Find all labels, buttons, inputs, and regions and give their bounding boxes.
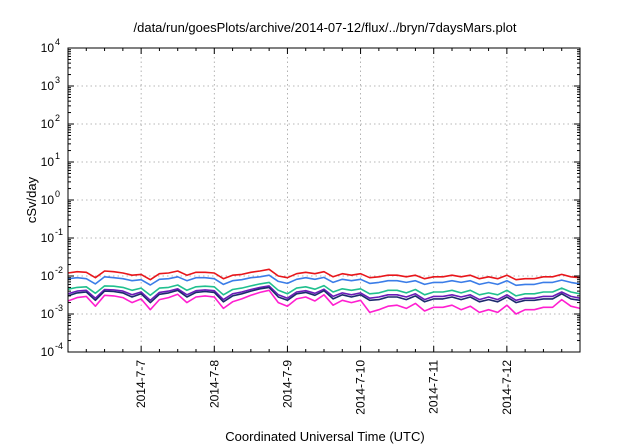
x-tick-labels: 2014-7-7 2014-7-8 2014-7-9 2014-7-10 2014-7-… bbox=[134, 360, 514, 415]
y-tick-exponent: 0 bbox=[55, 189, 60, 199]
series-line-6 bbox=[67, 289, 581, 315]
series-line-4 bbox=[67, 285, 581, 302]
x-tick-label: 2014-7-8 bbox=[207, 360, 221, 408]
y-tick-exponent: -3 bbox=[55, 303, 63, 313]
y-tick-label: 10 bbox=[41, 269, 55, 283]
grid bbox=[68, 48, 580, 352]
y-tick-label: 10 bbox=[41, 79, 55, 93]
y-tick-exponent: 2 bbox=[55, 113, 60, 123]
x-tick-label: 2014-7-12 bbox=[500, 360, 514, 415]
y-tick-exponent: -1 bbox=[55, 227, 63, 237]
series-lines bbox=[67, 268, 581, 315]
x-tick-label: 2014-7-10 bbox=[354, 360, 368, 415]
y-axis-label: cSv/day bbox=[24, 176, 39, 223]
x-tick-label: 2014-7-7 bbox=[134, 360, 148, 408]
y-tick-exponent: 1 bbox=[55, 151, 60, 161]
series-line-3 bbox=[67, 281, 581, 297]
series-line-2 bbox=[67, 274, 581, 287]
y-tick-exponent: 4 bbox=[55, 37, 60, 47]
chart-title: /data/run/goesPlots/archive/2014-07-12/f… bbox=[134, 20, 517, 35]
y-tick-label: 10 bbox=[41, 155, 55, 169]
x-tick-label: 2014-7-11 bbox=[427, 360, 441, 414]
y-tick-exponent: -2 bbox=[55, 265, 63, 275]
y-tick-label: 10 bbox=[41, 307, 55, 321]
y-tick-label: 10 bbox=[41, 345, 55, 359]
series-line-1 bbox=[67, 268, 581, 281]
series-line-5 bbox=[67, 286, 581, 304]
y-tick-label: 10 bbox=[41, 231, 55, 245]
y-tick-label: 10 bbox=[41, 117, 55, 131]
y-tick-label: 10 bbox=[41, 41, 55, 55]
y-tick-exponent: 3 bbox=[55, 75, 60, 85]
x-tick-label: 2014-7-9 bbox=[280, 360, 294, 408]
x-axis-label: Coordinated Universal Time (UTC) bbox=[225, 429, 424, 444]
ticks bbox=[68, 47, 580, 353]
y-tick-label: 10 bbox=[41, 193, 55, 207]
y-tick-exponent: -4 bbox=[55, 341, 63, 351]
